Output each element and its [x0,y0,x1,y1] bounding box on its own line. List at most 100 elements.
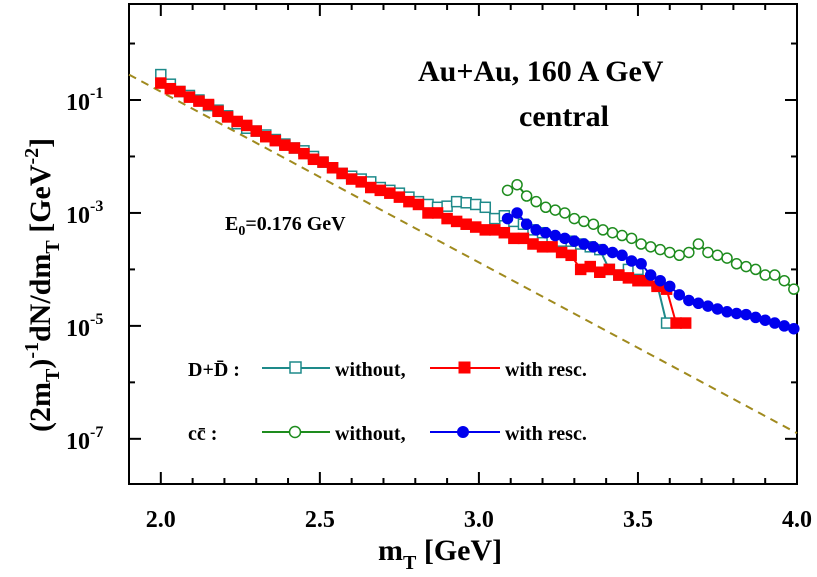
data-point [555,246,568,259]
data-point [574,263,587,276]
data-point [155,77,167,89]
data-point [260,130,272,143]
data-point [749,263,762,276]
legend: D+D̄ : without, with resc. cc̄ : without… [188,359,587,445]
data-point [183,91,196,103]
data-point [565,249,577,262]
data-point [174,85,186,98]
y-tick-label: 10-5 [66,311,103,342]
data-point [393,191,406,203]
data-point [587,241,600,253]
chart-title: Au+Au, 160 A GeV [418,55,664,88]
data-point [479,201,492,214]
data-point [501,184,514,197]
data-point [559,207,571,219]
data-point [597,243,609,256]
data-point [749,311,762,324]
data-point [606,246,619,259]
data-point [568,212,581,225]
legend-ccbar-label: cc̄ : [188,423,217,445]
data-point [625,232,638,245]
data-point [578,238,590,250]
data-point [768,317,781,329]
x-tick-label: 3.5 [623,507,653,533]
data-point [479,224,492,236]
data-point [212,105,224,118]
data-point [587,218,600,230]
data-point [520,218,533,230]
data-point [520,190,533,202]
legend-ddbar-with-text: with resc. [505,359,587,381]
data-point [594,266,606,278]
data-point [412,198,425,211]
data-point [384,187,396,199]
data-point [759,269,771,281]
data-point [546,241,558,253]
data-point [164,82,177,95]
data-point [298,147,310,160]
data-point [559,232,571,245]
data-point [721,252,733,264]
data-point [307,153,320,166]
data-point [240,119,253,132]
x-tick-label: 2.0 [146,507,176,533]
data-point [702,300,714,312]
data-point [616,229,628,242]
data-point [568,235,581,247]
legend-ccbar-without-text: without, [335,423,406,445]
data-point [670,317,682,329]
data-point [498,226,511,239]
data-point [469,221,482,233]
data-point [549,204,561,216]
data-point [511,207,523,219]
data-point [431,207,444,219]
data-point [692,238,705,250]
y-tick-label: 10-1 [66,85,103,116]
y-tick-label: 10-7 [66,424,103,455]
data-point [403,195,415,208]
data-point [501,212,514,225]
data-point [673,249,686,262]
fit-line-group [128,73,798,435]
data-point [730,258,743,270]
data-point [489,224,501,236]
data-point [664,246,676,259]
axis-ticks [129,4,798,484]
data-point [530,195,542,208]
data-point [511,178,523,191]
data-point [730,307,743,320]
data-point [788,283,800,295]
data-point [250,125,262,137]
data-point [740,260,752,273]
x-tick-label: 3.0 [464,507,494,533]
data-point [460,197,472,209]
data-point [654,274,666,287]
data-point [539,201,552,214]
data-point [616,249,628,262]
chart-subtitle: central [519,100,609,133]
legend-ccbar-with-marker [457,426,469,438]
e0-annotation: E0=0.176 GeV [225,213,346,239]
data-point [489,212,501,225]
data-point [326,162,339,174]
data-point [441,200,453,212]
y-tick-labels: 10-1 10-3 10-5 10-7 [66,85,103,455]
data-point [660,317,673,329]
data-point [778,320,791,332]
x-tick-label: 4.0 [782,507,812,533]
data-point [288,142,301,154]
data-point [679,317,692,329]
data-point [279,139,291,151]
y-axis-label: (2mT)-1dN/dmT [GeV-2] [21,138,64,432]
legend-ddbar-with-marker [458,361,471,374]
series-group [155,68,800,335]
data-point [664,280,676,293]
data-point [622,272,635,284]
data-point [632,274,644,287]
data-point [336,167,348,180]
data-point [584,260,596,273]
data-point [469,198,482,211]
data-point [759,314,771,326]
data-point [202,98,215,111]
